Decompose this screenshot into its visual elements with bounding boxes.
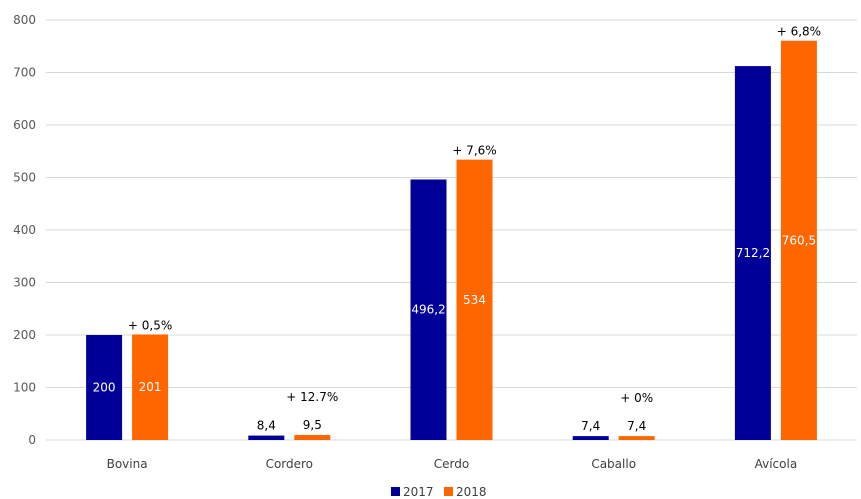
change-label: + 6,8% — [777, 25, 821, 39]
bars — [86, 40, 817, 441]
change-label: + 12.7% — [286, 390, 338, 404]
bar-2017 — [86, 335, 123, 440]
change-label: + 0,5% — [128, 318, 172, 332]
legend-swatch-2018 — [444, 487, 453, 496]
change-label: + 0% — [620, 391, 653, 405]
y-tick-label: 200 — [13, 328, 36, 342]
bar-2018 — [294, 435, 331, 440]
data-label: 760,5 — [782, 233, 816, 247]
category-label: Cordero — [266, 457, 313, 471]
data-labels: 200 201 + 0,5% 8,4 9,5 + 12.7% 496,2 534 + 7,6% 7… — [93, 25, 821, 433]
change-label: + 7,6% — [452, 144, 496, 158]
bar-2018 — [456, 159, 493, 440]
y-tick-label: 700 — [13, 66, 36, 80]
data-label: 496,2 — [411, 303, 445, 317]
category-label: Bovina — [107, 457, 148, 471]
data-label: 9,5 — [303, 418, 322, 432]
x-axis-categories: Bovina Cordero Cerdo Caballo Avícola — [107, 457, 798, 471]
y-axis-ticks: 0 100 200 300 400 500 600 700 800 — [13, 13, 36, 447]
y-tick-label: 800 — [13, 13, 36, 27]
legend-swatch-2017 — [391, 487, 400, 496]
data-label: 7,4 — [627, 419, 646, 433]
data-label: 200 — [93, 381, 116, 395]
gridlines — [46, 19, 857, 441]
category-label: Cerdo — [434, 457, 469, 471]
legend-label: 2018 — [456, 485, 487, 499]
data-label: 8,4 — [257, 419, 276, 433]
category-label: Avícola — [755, 457, 798, 471]
y-tick-label: 100 — [13, 381, 36, 395]
data-label: 7,4 — [581, 419, 600, 433]
bar-2017 — [572, 436, 609, 440]
data-label: 201 — [139, 380, 162, 394]
bar-2017 — [248, 435, 285, 440]
bar-2017 — [410, 179, 447, 440]
bar-2018 — [132, 334, 169, 440]
y-tick-label: 400 — [13, 223, 36, 237]
data-label: 534 — [463, 293, 486, 307]
y-tick-label: 500 — [13, 171, 36, 185]
y-tick-label: 0 — [28, 433, 36, 447]
data-label: 712,2 — [736, 246, 770, 260]
legend-label: 2017 — [403, 485, 434, 499]
y-tick-label: 300 — [13, 276, 36, 290]
category-label: Caballo — [591, 457, 636, 471]
legend: 2017 2018 — [391, 485, 487, 499]
bar-2018 — [780, 40, 817, 441]
y-tick-label: 600 — [13, 118, 36, 132]
bar-2017 — [734, 66, 771, 440]
bar-2018 — [618, 436, 655, 440]
